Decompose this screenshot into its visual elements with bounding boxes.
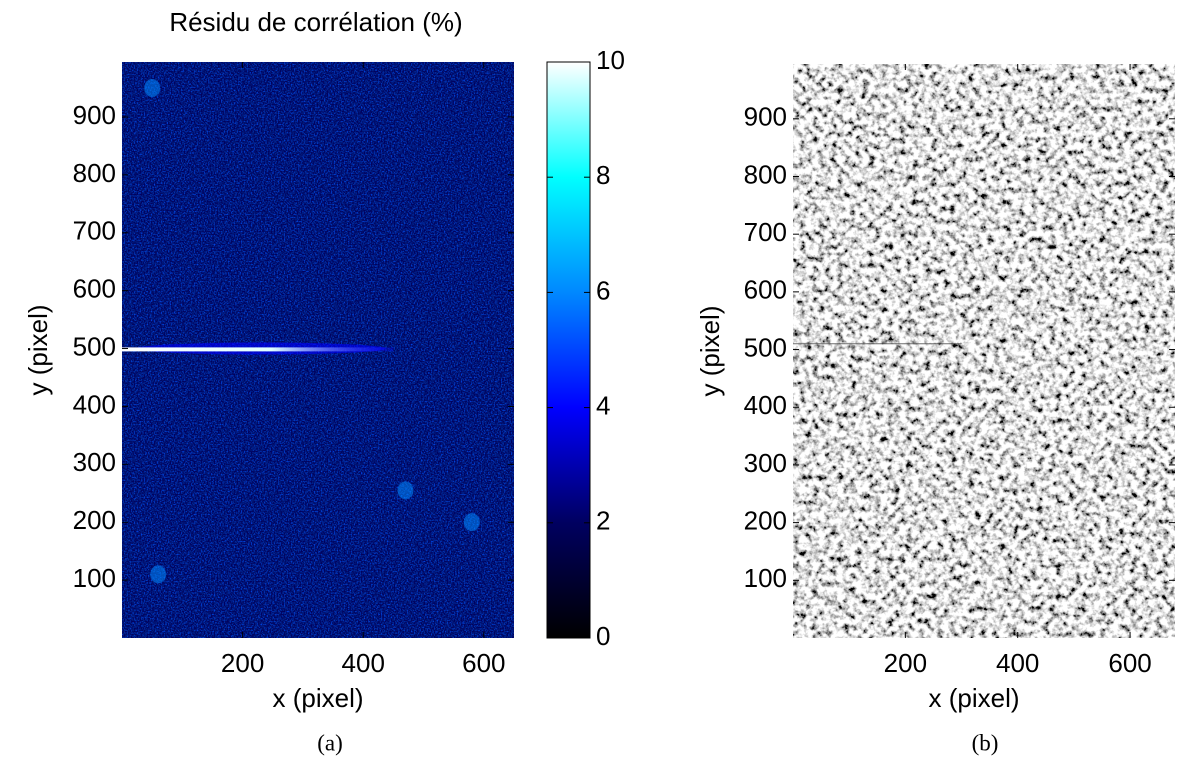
y-axis-label: y (pixel)	[23, 304, 53, 395]
x-tick-label: 200	[884, 648, 927, 678]
speckle-image	[793, 64, 1175, 638]
colorbar-tick-label: 8	[596, 160, 610, 190]
colorbar-tick-label: 10	[596, 45, 625, 75]
x-axis-label: x (pixel)	[272, 683, 363, 713]
colorbar	[546, 61, 591, 639]
y-tick-label: 600	[744, 275, 787, 305]
y-tick-label: 700	[73, 216, 116, 246]
residual-streak	[122, 347, 394, 352]
y-axis-label: y (pixel)	[695, 305, 725, 396]
y-tick-label: 900	[73, 100, 116, 130]
y-tick-label: 200	[744, 505, 787, 535]
x-tick-label: 400	[342, 648, 385, 678]
y-tick-label: 100	[73, 563, 116, 593]
colorbar-tick-label: 6	[596, 275, 610, 305]
colorbar-tick-label: 2	[596, 506, 610, 536]
colorbar-tick-label: 0	[596, 621, 610, 651]
chart-title: Résidu de corrélation (%)	[169, 7, 462, 37]
x-tick-label: 200	[221, 648, 264, 678]
x-axis-label: x (pixel)	[928, 683, 1019, 713]
colorbar-tick-label: 4	[596, 390, 610, 420]
residual-spot	[150, 565, 167, 584]
y-tick-label: 900	[744, 102, 787, 132]
y-tick-label: 800	[73, 158, 116, 188]
y-tick-label: 100	[744, 563, 787, 593]
residual-spot	[144, 79, 161, 98]
panel-caption: (a)	[317, 730, 343, 755]
y-tick-label: 500	[73, 331, 116, 361]
y-tick-label: 300	[73, 447, 116, 477]
y-tick-label: 400	[73, 389, 116, 419]
x-tick-label: 600	[462, 648, 505, 678]
residual-spot	[397, 481, 414, 500]
y-tick-label: 600	[73, 274, 116, 304]
residual-spot	[463, 513, 480, 532]
panel-caption: (b)	[972, 730, 999, 755]
x-tick-label: 400	[996, 648, 1039, 678]
y-tick-label: 700	[744, 217, 787, 247]
y-tick-label: 200	[73, 505, 116, 535]
x-tick-label: 600	[1108, 648, 1151, 678]
y-tick-label: 500	[744, 332, 787, 362]
y-tick-label: 400	[744, 390, 787, 420]
panels: 0 2 4 6 8 10 Résidu de corrélation (%) 200 400 60…	[23, 7, 1175, 755]
y-tick-label: 800	[744, 159, 787, 189]
y-tick-label: 300	[744, 448, 787, 478]
